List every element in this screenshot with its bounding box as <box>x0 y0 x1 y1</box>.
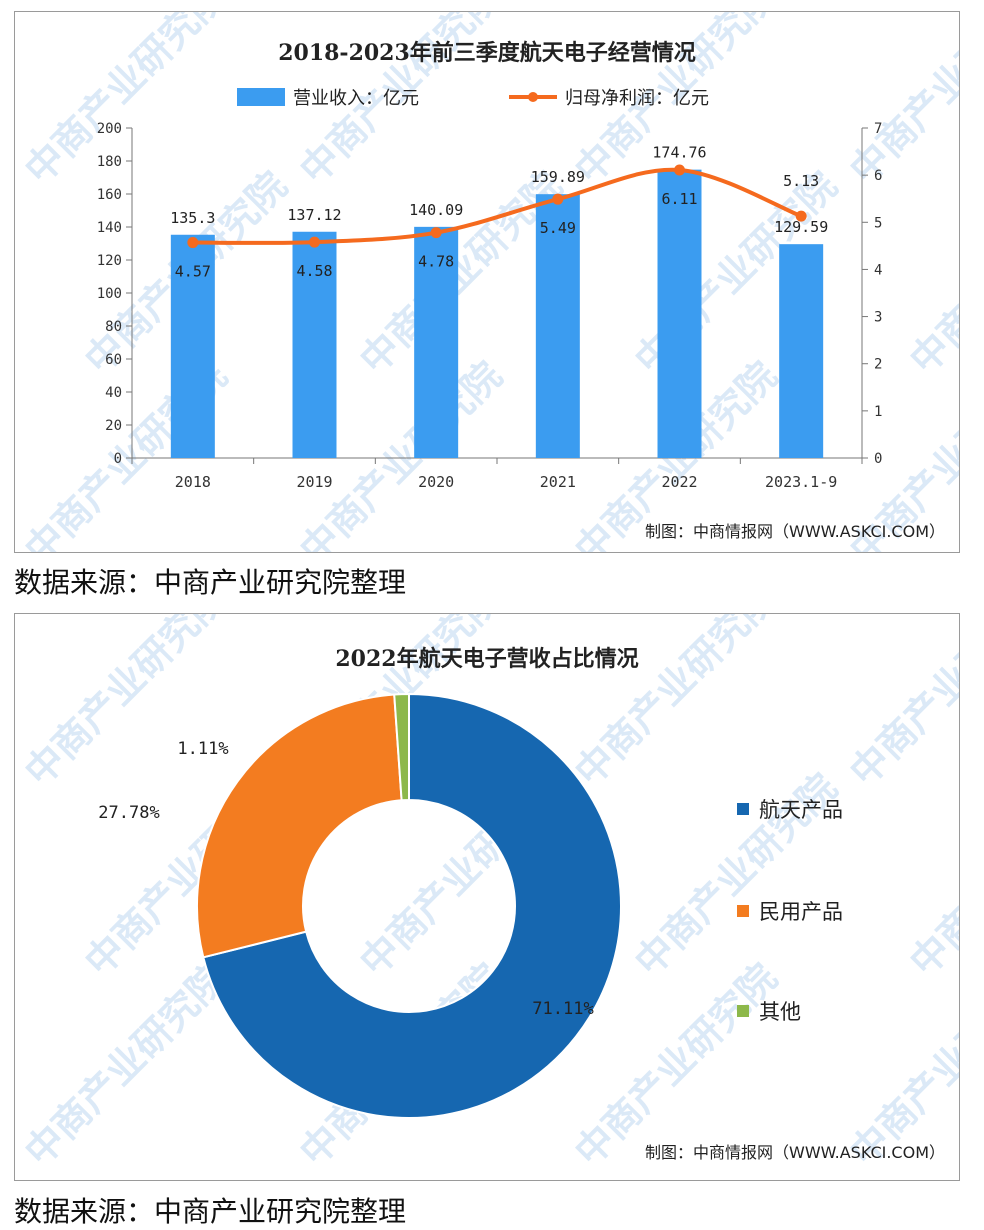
right-tick-label: 1 <box>874 404 882 420</box>
legend-bar-swatch <box>237 88 285 106</box>
watermark-text: 中商产业研究院 <box>16 12 235 192</box>
legend-label: 其他 <box>759 1000 801 1024</box>
watermark-text: 中商产业研究院 <box>841 955 959 1174</box>
source-note: 数据来源：中商产业研究院整理 <box>14 1195 407 1228</box>
left-tick-label: 60 <box>105 352 122 368</box>
watermark-text: 中商产业研究院 <box>16 614 235 794</box>
revenue-bar <box>535 194 580 458</box>
donut-chart-panel: 中商产业研究院 中商产业研究院 中商产业研究院 中商产业研究院 中商产业研究院 中商产业研… <box>14 613 960 1181</box>
profit-label: 4.57 <box>175 263 211 281</box>
watermark-text: 中商产业研究院 <box>15 765 20 984</box>
donut-slice <box>202 692 622 1119</box>
left-tick-label: 180 <box>97 154 122 170</box>
left-tick-label: 80 <box>105 319 122 335</box>
slice-label: 1.11% <box>177 739 228 759</box>
profit-label: 4.58 <box>296 262 332 280</box>
watermark-text: 中商产业研究院 <box>16 955 235 1174</box>
profit-point <box>674 164 685 176</box>
profit-line <box>192 167 802 245</box>
profit-label: 5.49 <box>540 219 576 237</box>
right-tick-label: 4 <box>874 262 882 278</box>
revenue-bar <box>414 226 459 458</box>
profit-point <box>795 210 807 222</box>
left-tick-label: 40 <box>105 385 122 401</box>
source-note: 数据来源：中商产业研究院整理 <box>14 566 407 599</box>
legend-line-label: 归母净利润：亿元 <box>565 88 709 109</box>
legend-swatch <box>737 1005 749 1017</box>
right-tick-label: 0 <box>874 451 882 467</box>
right-tick-label: 3 <box>874 310 882 326</box>
x-tick-label: 2022 <box>661 473 697 491</box>
x-tick-label: 2021 <box>540 473 576 491</box>
left-tick-label: 20 <box>105 418 122 434</box>
watermark-text: 中商产业研究院 <box>901 765 959 984</box>
x-tick-label: 2020 <box>418 473 454 491</box>
chart-title: 2018-2023年前三季度航天电子经营情况 <box>278 40 696 66</box>
slice-label: 71.11% <box>532 999 593 1019</box>
legend-label: 航天产品 <box>759 798 843 822</box>
right-tick-label: 7 <box>874 121 882 137</box>
revenue-label: 174.76 <box>652 144 706 162</box>
revenue-label: 129.59 <box>774 218 828 236</box>
left-tick-label: 140 <box>97 220 122 236</box>
watermark-text: 中商产业研究院 <box>841 614 959 794</box>
profit-point <box>309 236 320 248</box>
legend-line-marker <box>528 92 538 102</box>
legend-swatch <box>737 803 749 815</box>
left-tick-label: 0 <box>114 451 122 467</box>
revenue-bar <box>657 169 702 458</box>
left-tick-label: 200 <box>97 121 122 137</box>
left-tick-label: 160 <box>97 187 122 203</box>
x-tick-label: 2018 <box>175 473 211 491</box>
profit-label: 6.11 <box>661 190 697 208</box>
profit-label: 4.78 <box>418 253 454 271</box>
credit-text: 制图：中商情报网（WWW.ASKCI.COM） <box>645 522 945 541</box>
left-tick-label: 100 <box>97 286 122 302</box>
right-tick-label: 6 <box>874 168 882 184</box>
revenue-bar <box>292 231 337 458</box>
profit-label: 5.13 <box>783 172 819 190</box>
left-tick-label: 120 <box>97 253 122 269</box>
watermark-text: 中商产业研究院 <box>15 163 20 382</box>
combo-chart-panel: 中商产业研究院 中商产业研究院 中商产业研究院 中商产业研究院 中商产业研究院 中商产业研… <box>14 11 960 553</box>
watermark-text: 中商产业研究院 <box>566 614 785 794</box>
revenue-bar <box>170 234 215 458</box>
right-tick-label: 5 <box>874 215 882 231</box>
profit-point <box>187 237 199 249</box>
watermark-text: 中商产业研究院 <box>841 12 959 192</box>
profit-point <box>430 227 442 239</box>
x-tick-label: 2019 <box>296 473 332 491</box>
profit-point <box>552 193 564 205</box>
revenue-label: 135.3 <box>170 209 215 227</box>
legend-label: 民用产品 <box>759 900 843 924</box>
revenue-label: 159.89 <box>531 168 585 186</box>
legend-bar-label: 营业收入：亿元 <box>293 88 419 109</box>
donut-slice <box>393 692 410 802</box>
right-tick-label: 2 <box>874 357 882 373</box>
x-tick-label: 2023.1-9 <box>765 473 837 491</box>
revenue-label: 140.09 <box>409 201 463 219</box>
legend-swatch <box>737 905 749 917</box>
credit-text: 制图：中商情报网（WWW.ASKCI.COM） <box>645 1143 945 1162</box>
watermark-text: 中商产业研究院 <box>901 163 959 382</box>
revenue-bar <box>779 244 824 458</box>
slice-label: 27.78% <box>98 803 159 823</box>
revenue-label: 137.12 <box>287 206 341 224</box>
chart-title: 2022年航天电子营收占比情况 <box>335 646 638 672</box>
donut-slice <box>196 693 403 959</box>
